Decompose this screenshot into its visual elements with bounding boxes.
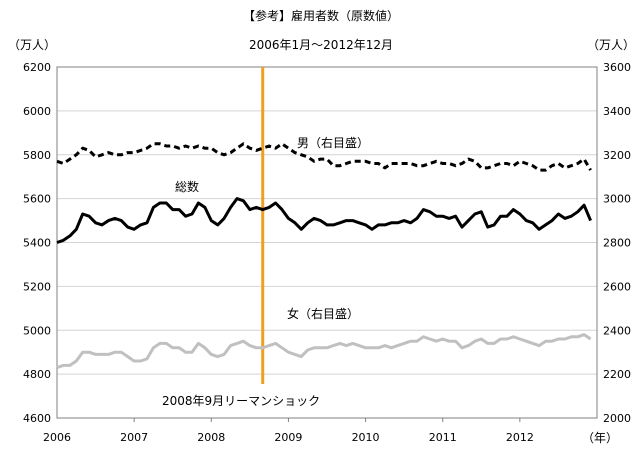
series-label-total: 総数 xyxy=(175,179,199,194)
grid-lines xyxy=(57,110,597,422)
y-left-tick-label: 5600 xyxy=(23,193,51,206)
y-right-tick-label: 2800 xyxy=(603,237,631,250)
x-tick-label: 2007 xyxy=(120,431,148,444)
series-label-female: 女（右目盛） xyxy=(287,306,359,321)
y-right-tick-label: 2400 xyxy=(603,324,631,337)
series-line-male xyxy=(56,142,592,172)
y-right-tick-label: 2200 xyxy=(603,368,631,381)
y-left-tick-label: 4800 xyxy=(23,368,51,381)
y-left-tick-label: 6000 xyxy=(23,105,51,118)
series-group xyxy=(56,142,592,369)
y-left-tick-label: 5400 xyxy=(23,237,51,250)
y-left-tick-label: 5800 xyxy=(23,149,51,162)
lehman-shock-label: 2008年9月リーマンショック xyxy=(162,394,320,408)
x-unit: （年） xyxy=(582,431,618,445)
tick-labels: 4600 4800 5000 5200 5400 5600 5800 6000 6200 2000… xyxy=(23,61,631,444)
x-tick-label: 2012 xyxy=(506,431,534,444)
y-left-tick-label: 6200 xyxy=(23,61,51,74)
chart-subtitle: 2006年1月～2012年12月 xyxy=(249,38,393,52)
y-right-tick-label: 3600 xyxy=(603,61,631,74)
y-right-tick-label: 2600 xyxy=(603,280,631,293)
y-left-tick-label: 4600 xyxy=(23,412,51,425)
y-left-tick-label: 5200 xyxy=(23,280,51,293)
series-line-female xyxy=(56,333,592,369)
y-right-tick-label: 2000 xyxy=(603,412,631,425)
y-right-unit: （万人） xyxy=(587,38,635,52)
y-right-tick-label: 3200 xyxy=(603,149,631,162)
x-tick-label: 2011 xyxy=(429,431,457,444)
x-tick-label: 2006 xyxy=(43,431,71,444)
chart-title: 【参考】雇用者数（原数値） xyxy=(243,8,399,23)
x-tick-label: 2008 xyxy=(197,431,225,444)
x-tick-label: 2010 xyxy=(352,431,380,444)
series-line-total xyxy=(56,197,592,244)
y-left-tick-label: 5000 xyxy=(23,324,51,337)
y-right-tick-label: 3400 xyxy=(603,105,631,118)
y-right-tick-label: 3000 xyxy=(603,193,631,206)
y-left-unit: （万人） xyxy=(8,38,56,52)
series-label-male: 男（右目盛） xyxy=(297,135,369,150)
x-tick-label: 2009 xyxy=(274,431,302,444)
